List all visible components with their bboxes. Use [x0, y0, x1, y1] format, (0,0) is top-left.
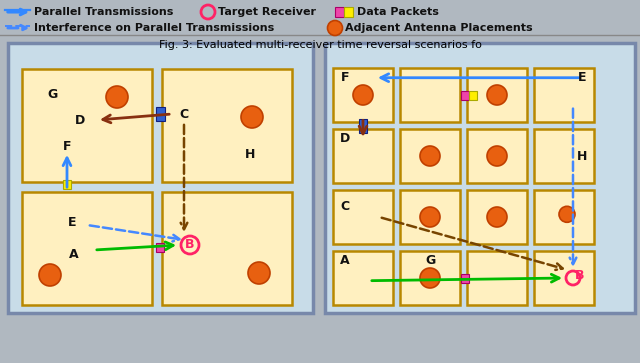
- Bar: [344, 7, 353, 17]
- Text: Parallel Transmissions: Parallel Transmissions: [34, 7, 173, 17]
- Bar: [467, 190, 527, 244]
- Bar: [22, 192, 152, 305]
- Bar: [534, 190, 594, 244]
- Text: F: F: [63, 139, 71, 152]
- Text: Fig. 3: Evaluated multi-receiver time reversal scenarios fo: Fig. 3: Evaluated multi-receiver time re…: [159, 40, 481, 50]
- Text: E: E: [68, 216, 76, 229]
- Bar: [333, 68, 393, 122]
- Bar: [333, 190, 393, 244]
- Bar: [335, 7, 344, 17]
- Bar: [63, 179, 71, 188]
- Circle shape: [487, 85, 507, 105]
- Text: A: A: [69, 249, 79, 261]
- Circle shape: [353, 85, 373, 105]
- Bar: [162, 192, 292, 305]
- Bar: [333, 251, 393, 305]
- Bar: [469, 90, 477, 99]
- Bar: [325, 43, 635, 313]
- Bar: [467, 68, 527, 122]
- Text: D: D: [75, 114, 85, 126]
- Circle shape: [106, 86, 128, 108]
- Bar: [400, 68, 460, 122]
- Bar: [8, 43, 313, 313]
- Bar: [359, 118, 367, 132]
- Text: Data Packets: Data Packets: [357, 7, 439, 17]
- Bar: [400, 129, 460, 183]
- Circle shape: [420, 268, 440, 288]
- Circle shape: [487, 207, 507, 227]
- Circle shape: [39, 264, 61, 286]
- Bar: [467, 129, 527, 183]
- Circle shape: [248, 262, 270, 284]
- Bar: [534, 251, 594, 305]
- Bar: [333, 129, 393, 183]
- Circle shape: [487, 146, 507, 166]
- Text: A: A: [340, 254, 350, 267]
- Circle shape: [420, 207, 440, 227]
- Text: C: C: [340, 200, 349, 213]
- Circle shape: [420, 146, 440, 166]
- Text: Interference on Parallel Transmissions: Interference on Parallel Transmissions: [34, 23, 275, 33]
- Bar: [22, 69, 152, 182]
- Text: H: H: [245, 147, 255, 160]
- Bar: [156, 242, 164, 252]
- Bar: [400, 190, 460, 244]
- Bar: [534, 68, 594, 122]
- Text: G: G: [47, 87, 57, 101]
- Circle shape: [559, 206, 575, 222]
- Circle shape: [241, 106, 263, 128]
- Text: Target Receiver: Target Receiver: [218, 7, 316, 17]
- Bar: [400, 251, 460, 305]
- Text: H: H: [577, 150, 587, 163]
- Bar: [461, 90, 469, 99]
- Text: E: E: [578, 71, 586, 84]
- Text: B: B: [185, 238, 195, 252]
- Text: Adjacent Antenna Placements: Adjacent Antenna Placements: [345, 23, 532, 33]
- Text: D: D: [340, 132, 350, 145]
- Text: B: B: [575, 269, 585, 282]
- Bar: [156, 107, 164, 121]
- Text: C: C: [179, 107, 189, 121]
- Circle shape: [328, 20, 342, 36]
- Bar: [534, 129, 594, 183]
- Text: F: F: [340, 71, 349, 84]
- Text: G: G: [425, 254, 435, 267]
- Bar: [461, 273, 469, 282]
- Bar: [162, 69, 292, 182]
- Bar: [467, 251, 527, 305]
